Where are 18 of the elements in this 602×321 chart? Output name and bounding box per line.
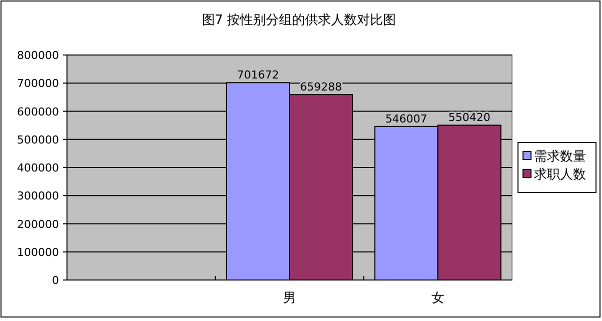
y-tick-label: 200000 xyxy=(17,218,59,231)
y-tick-label: 700000 xyxy=(17,77,59,90)
chart-title: 图7 按性别分组的供求人数对比图 xyxy=(202,13,396,28)
y-tick-label: 300000 xyxy=(17,190,59,203)
x-tick-label: 女 xyxy=(431,291,444,306)
y-tick-label: 0 xyxy=(52,274,59,287)
y-tick-label: 100000 xyxy=(17,246,59,259)
y-tick-label: 400000 xyxy=(17,162,59,174)
y-tick-label: 500000 xyxy=(17,133,59,146)
legend-label: 需求数量 xyxy=(534,150,586,164)
data-label: 546007 xyxy=(385,112,428,126)
data-label: 701672 xyxy=(236,68,279,82)
data-label: 659288 xyxy=(300,80,342,94)
data-label: 550420 xyxy=(448,111,490,124)
y-tick-label: 800000 xyxy=(17,49,59,62)
y-tick-label: 600000 xyxy=(17,105,59,118)
x-tick-label: 男 xyxy=(283,291,296,306)
legend-label: 求职人数 xyxy=(534,168,586,182)
